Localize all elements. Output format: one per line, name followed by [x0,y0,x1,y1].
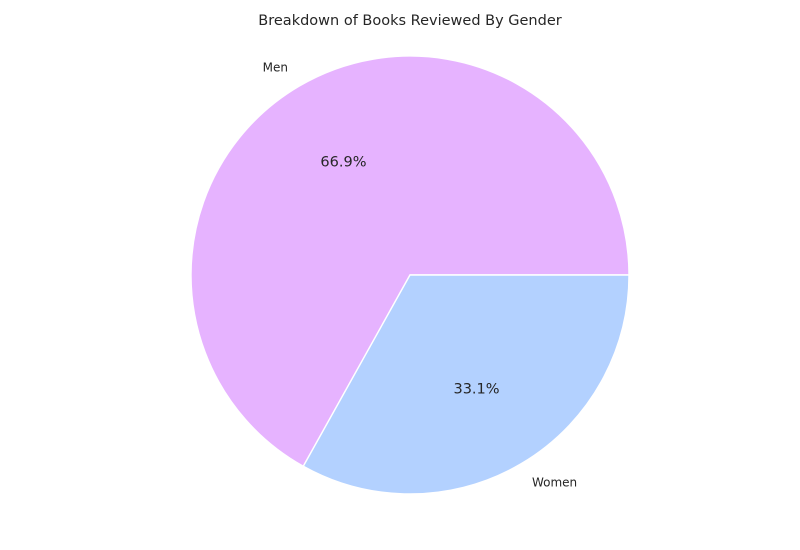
pie-slice-men [190,55,630,468]
pie-slice-women [302,274,630,495]
chart-title: Breakdown of Books Reviewed By Gender [258,13,561,29]
slice-percent-men: 66.9% [320,155,366,171]
slices-layer [190,55,630,495]
slice-label-men: Men [263,60,288,74]
slice-percent-women: 33.1% [453,381,499,397]
slice-label-women: Women [532,476,577,490]
labels-layer: Men 66.9% Women 33.1% [263,60,577,489]
